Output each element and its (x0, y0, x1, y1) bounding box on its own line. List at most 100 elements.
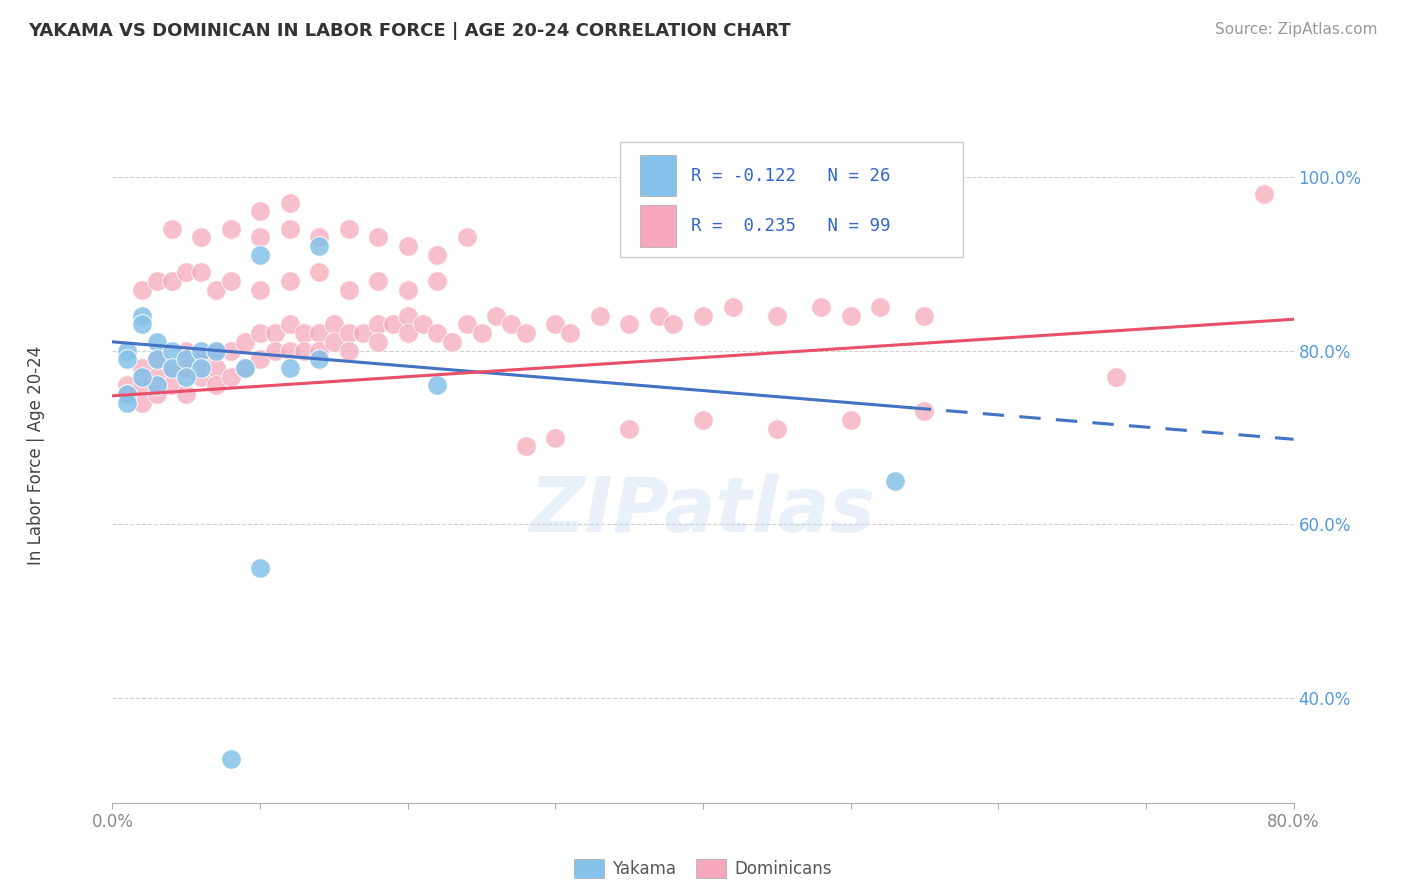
Point (174, 352, 197, 367)
Point (117, 352, 138, 367)
Point (337, 222, 360, 236)
Text: R = -0.122   N = 26: R = -0.122 N = 26 (692, 167, 890, 185)
Point (146, 334, 169, 349)
Point (396, 239, 419, 253)
Point (411, 318, 433, 332)
Point (219, 222, 242, 236)
Point (692, 413, 714, 427)
Point (117, 387, 138, 401)
Point (456, 230, 478, 244)
Point (544, 431, 567, 445)
Point (131, 396, 153, 410)
Point (160, 360, 183, 375)
Point (515, 326, 537, 341)
Point (117, 378, 138, 392)
Point (249, 326, 271, 341)
Point (205, 343, 228, 358)
Text: ZIPatlas: ZIPatlas (530, 474, 876, 548)
Point (323, 318, 346, 332)
Point (544, 318, 567, 332)
Point (884, 474, 907, 488)
Text: R =  0.235   N = 99: R = 0.235 N = 99 (692, 217, 890, 235)
Point (1105, 369, 1128, 384)
Point (278, 195, 301, 210)
Point (278, 360, 301, 375)
Point (249, 230, 271, 244)
Point (558, 326, 582, 341)
Point (308, 352, 330, 367)
Point (190, 265, 212, 279)
Point (839, 413, 862, 427)
Point (382, 318, 405, 332)
Point (352, 326, 374, 341)
Text: In Labor Force | Age 20-24: In Labor Force | Age 20-24 (27, 345, 45, 565)
Point (515, 439, 537, 453)
Point (190, 352, 212, 367)
Point (146, 274, 169, 288)
Point (174, 369, 197, 384)
Point (426, 378, 449, 392)
Point (117, 387, 138, 401)
Point (205, 360, 228, 375)
Point (692, 309, 714, 323)
Point (914, 309, 936, 323)
Point (588, 309, 610, 323)
Point (160, 274, 183, 288)
Point (205, 378, 228, 392)
Legend: Yakama, Dominicans: Yakama, Dominicans (567, 853, 839, 885)
Point (426, 274, 449, 288)
Point (278, 343, 301, 358)
Point (190, 343, 212, 358)
Point (278, 222, 301, 236)
Point (131, 369, 153, 384)
Point (456, 318, 478, 332)
Point (308, 343, 330, 358)
FancyBboxPatch shape (620, 142, 963, 257)
Point (146, 352, 169, 367)
Point (501, 318, 523, 332)
Point (160, 343, 183, 358)
Point (174, 343, 197, 358)
Point (396, 326, 419, 341)
Point (249, 204, 271, 219)
Point (308, 265, 330, 279)
Point (160, 222, 183, 236)
Point (219, 369, 242, 384)
FancyBboxPatch shape (640, 154, 676, 196)
Point (308, 326, 330, 341)
Point (337, 283, 360, 297)
Point (426, 248, 449, 262)
Point (839, 309, 862, 323)
Point (396, 283, 419, 297)
Point (426, 326, 449, 341)
Point (146, 352, 169, 367)
Point (441, 334, 464, 349)
Point (174, 387, 197, 401)
Point (869, 300, 891, 314)
Point (249, 561, 271, 575)
Point (367, 230, 389, 244)
Point (485, 309, 508, 323)
Point (131, 318, 153, 332)
Point (190, 230, 212, 244)
Point (292, 343, 315, 358)
Point (264, 326, 287, 341)
Point (292, 326, 315, 341)
Point (146, 378, 169, 392)
Point (146, 369, 169, 384)
Point (249, 352, 271, 367)
Point (470, 326, 494, 341)
Point (205, 283, 228, 297)
Point (174, 360, 197, 375)
Point (174, 265, 197, 279)
Point (721, 300, 744, 314)
Point (131, 309, 153, 323)
Point (219, 343, 242, 358)
Point (278, 318, 301, 332)
Point (619, 422, 641, 436)
Point (131, 378, 153, 392)
Point (308, 239, 330, 253)
Point (337, 326, 360, 341)
Point (1253, 187, 1275, 202)
Point (131, 360, 153, 375)
